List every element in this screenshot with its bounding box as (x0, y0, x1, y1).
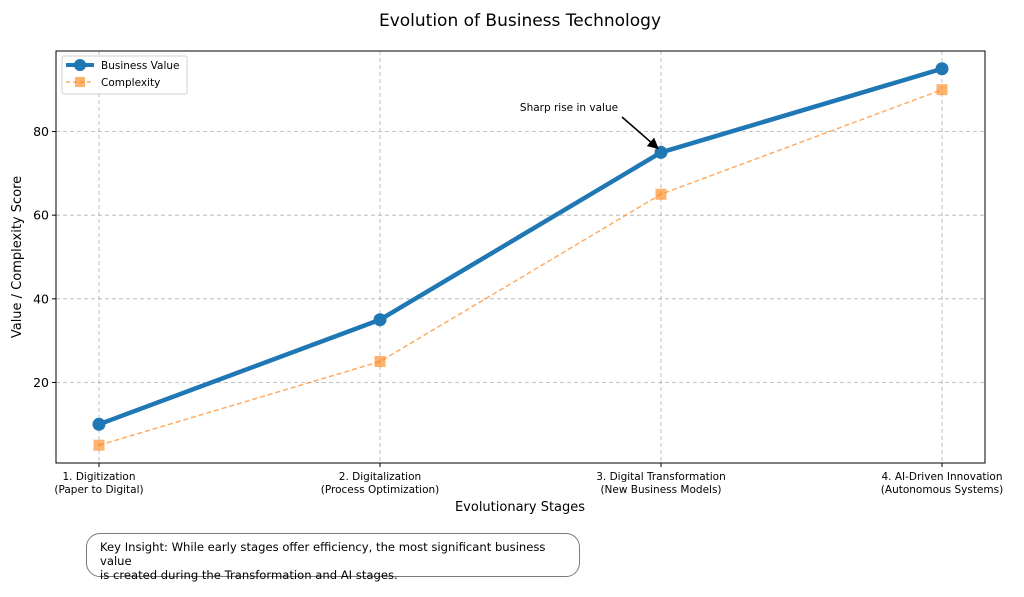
key-insight-box: Key Insight: While early stages offer ef… (86, 533, 580, 582)
chart-title: Evolution of Business Technology (379, 11, 661, 31)
y-axis: 20 40 60 80 (33, 124, 56, 390)
y-tick-label: 20 (33, 375, 49, 390)
data-point-complexity (936, 84, 948, 96)
data-point-complexity (374, 356, 386, 368)
data-point-complexity (655, 188, 667, 200)
legend-marker-business-value (74, 59, 86, 71)
series-line-business-value (98, 66, 943, 427)
x-axis: 1. Digitization (Paper to Digital) 2. Digi… (54, 463, 1003, 496)
y-tick-label: 60 (33, 208, 49, 223)
annotations: Sharp rise in value (520, 102, 659, 150)
data-point-business-value (373, 313, 387, 327)
legend-label-complexity: Complexity (101, 77, 160, 89)
line-chart: Evolution of Business Technology 20 40 60 8… (10, 11, 1003, 515)
y-tick-label: 40 (33, 291, 49, 306)
x-axis-label: Evolutionary Stages (455, 500, 585, 515)
series-line-complexity (98, 88, 943, 446)
x-tick-label: 4. AI-Driven Innovation (Autonomous Syste… (881, 471, 1003, 496)
y-tick-label: 80 (33, 124, 49, 139)
plot-frame (55, 50, 986, 464)
data-point-business-value (654, 145, 668, 159)
legend: Business Value Complexity (61, 55, 188, 95)
key-insight-line-1: Key Insight: While early stages offer ef… (100, 540, 546, 568)
legend-label-business-value: Business Value (101, 60, 179, 72)
grid (56, 51, 985, 463)
legend-marker-complexity (75, 77, 85, 87)
key-insight-line-2: is created during the Transformation and… (100, 568, 398, 582)
series (92, 62, 949, 451)
data-point-business-value (92, 417, 106, 431)
y-axis-label: Value / Complexity Score (10, 176, 25, 338)
x-tick-label: 1. Digitization (Paper to Digital) (54, 471, 143, 496)
data-point-business-value (935, 62, 949, 76)
x-tick-label: 3. Digital Transformation (New Business M… (596, 471, 726, 496)
annotation-text: Sharp rise in value (520, 102, 618, 114)
annotation-arrow (621, 116, 659, 150)
data-point-complexity (93, 439, 105, 451)
x-tick-label: 2. Digitalization (Process Optimization) (321, 471, 440, 496)
